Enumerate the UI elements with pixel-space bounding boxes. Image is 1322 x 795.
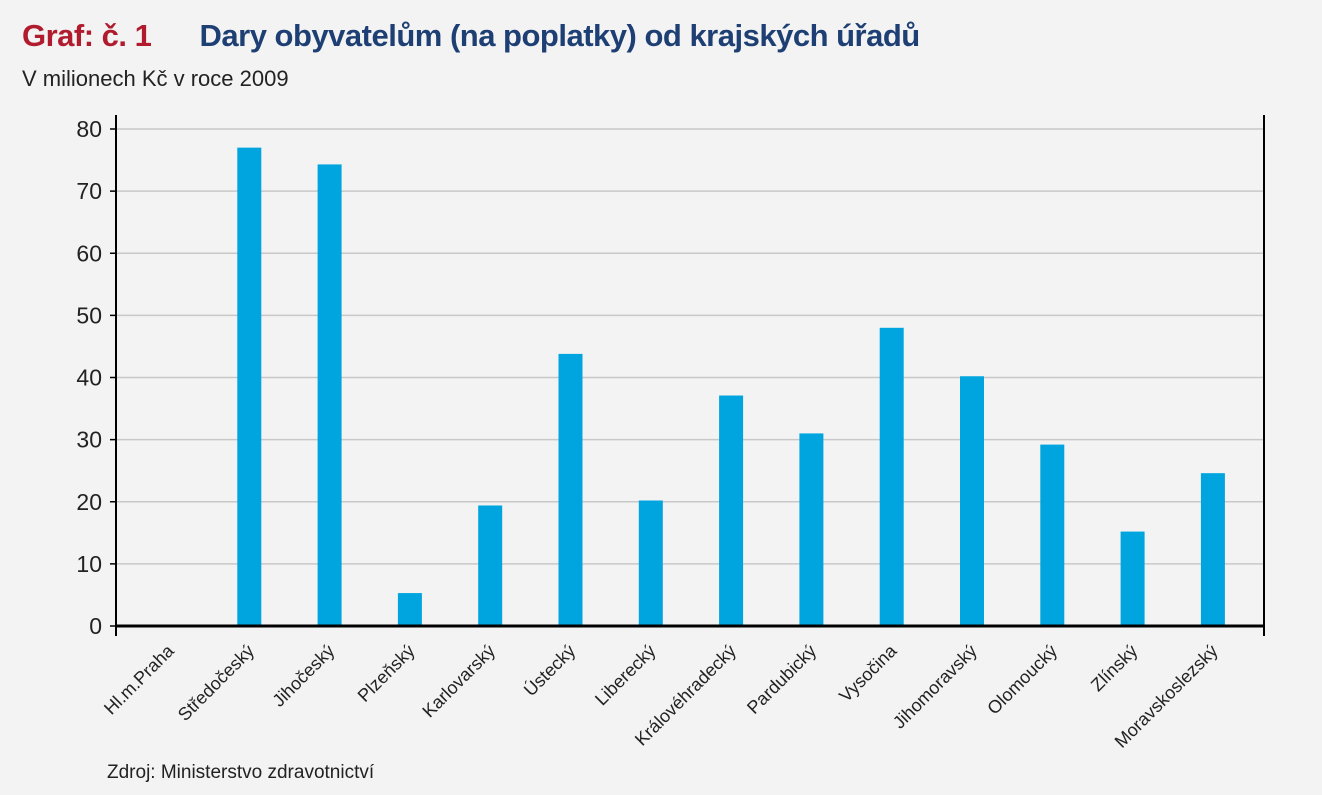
x-category-label: Středočeský	[174, 641, 258, 725]
x-category-label: Ústecký	[519, 640, 579, 700]
y-tick-label: 10	[76, 551, 102, 577]
grid-lines	[116, 128, 1264, 565]
x-category-label: Jihomoravský	[889, 641, 981, 733]
bar-5	[558, 353, 583, 626]
x-category-label: Hl.m.Praha	[100, 640, 178, 718]
bar-11	[1040, 444, 1065, 626]
y-tick-label: 50	[76, 302, 102, 328]
y-tick-label: 60	[76, 240, 102, 266]
x-category-label: Plzeňský	[354, 641, 419, 706]
chart-title: Dary obyvatelům (na poplatky) od krajský…	[199, 18, 921, 53]
y-tick-label: 20	[76, 489, 102, 515]
bar-2	[317, 164, 342, 626]
x-category-label: Jihočeský	[268, 641, 338, 711]
bar-1	[237, 147, 262, 626]
source-note: Zdroj: Ministerstvo zdravotnictví	[107, 762, 375, 783]
bar-12	[1120, 531, 1145, 626]
axes	[110, 115, 1265, 636]
bar-7	[719, 395, 744, 626]
chart-subtitle: V milionech Kč v roce 2009	[22, 66, 289, 91]
y-tick-labels: 0 10 20 30 40 50 60 70 80	[76, 116, 102, 639]
x-category-label: Karlovarský	[418, 641, 499, 722]
x-category-label: Liberecký	[591, 641, 660, 710]
bar-9	[879, 327, 904, 626]
x-category-label: Zlínský	[1087, 641, 1141, 695]
x-category-label: Olomoucký	[983, 641, 1061, 719]
bar-8	[799, 433, 824, 626]
y-tick-label: 40	[76, 365, 102, 391]
bar-13	[1200, 473, 1225, 626]
bar-3	[397, 593, 422, 626]
figure-number: Graf: č. 1	[22, 18, 152, 53]
x-category-label: Vysočina	[835, 640, 901, 706]
x-category-label: Pardubický	[743, 641, 820, 718]
bar-6	[638, 500, 663, 626]
chart-title-row: Graf: č. 1 Dary obyvatelům (na poplatky)…	[22, 14, 920, 58]
y-tick-label: 80	[76, 116, 102, 142]
y-tick-label: 0	[89, 613, 102, 639]
y-tick-label: 70	[76, 178, 102, 204]
bars	[237, 147, 1225, 626]
bar-4	[478, 505, 503, 626]
bar-10	[960, 376, 984, 626]
y-tick-label: 30	[76, 427, 102, 453]
